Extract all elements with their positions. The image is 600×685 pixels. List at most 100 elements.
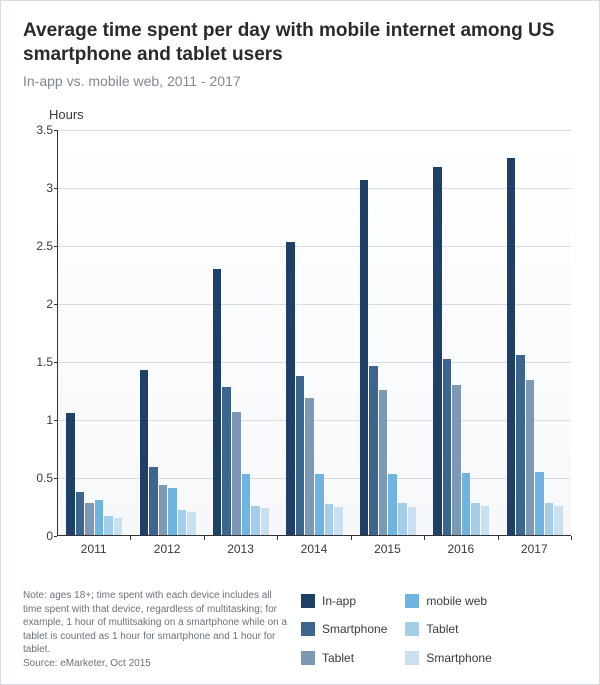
bar bbox=[187, 512, 196, 534]
x-tick-label: 2016 bbox=[447, 542, 474, 556]
legend-label: Tablet bbox=[322, 651, 354, 665]
x-tick-label: 2014 bbox=[301, 542, 328, 556]
chart-note: Note: ages 18+; time spent with each dev… bbox=[23, 589, 291, 670]
bar bbox=[222, 387, 231, 534]
chart-title: Average time spent per day with mobile i… bbox=[23, 19, 577, 67]
legend-swatch bbox=[301, 622, 315, 636]
bar bbox=[305, 398, 314, 535]
legend-label: In-app bbox=[322, 594, 356, 608]
source-text: Source: eMarketer, Oct 2015 bbox=[23, 658, 151, 669]
bar bbox=[325, 504, 334, 534]
x-tick-label: 2015 bbox=[374, 542, 401, 556]
bar bbox=[95, 500, 104, 535]
bar bbox=[242, 474, 251, 534]
legend-item: mobile web bbox=[405, 589, 491, 613]
bar bbox=[296, 376, 305, 535]
bar bbox=[149, 467, 158, 534]
gridline bbox=[58, 420, 571, 421]
bar bbox=[443, 359, 452, 534]
legend-swatch bbox=[301, 594, 315, 608]
gridline bbox=[58, 188, 571, 189]
x-tick-mark bbox=[130, 536, 131, 540]
y-tick-mark bbox=[54, 478, 57, 479]
legend-swatch bbox=[405, 594, 419, 608]
gridline bbox=[58, 246, 571, 247]
x-tick-mark bbox=[498, 536, 499, 540]
chart-subtitle: In-app vs. mobile web, 2011 - 2017 bbox=[23, 73, 577, 89]
bar bbox=[76, 492, 85, 535]
x-tick-label: 2017 bbox=[521, 542, 548, 556]
chart-area: 00.511.522.533.5201120122013201420152016… bbox=[23, 124, 575, 564]
y-tick-label: 3 bbox=[25, 181, 53, 195]
gridline bbox=[58, 362, 571, 363]
bar bbox=[66, 413, 75, 535]
legend-label: Tablet bbox=[426, 622, 458, 636]
bar bbox=[286, 242, 295, 534]
bar bbox=[545, 503, 554, 534]
bar bbox=[114, 518, 123, 534]
y-tick-label: 0.5 bbox=[25, 471, 53, 485]
bar bbox=[452, 385, 461, 535]
bar bbox=[462, 473, 471, 534]
y-tick-label: 1 bbox=[25, 413, 53, 427]
y-tick-label: 2 bbox=[25, 297, 53, 311]
bar bbox=[471, 503, 480, 534]
chart-legend: In-app mobile web Smartphone Tablet Tablet Sm… bbox=[301, 589, 492, 670]
bar bbox=[398, 503, 407, 534]
bar bbox=[554, 506, 563, 535]
x-tick-mark bbox=[424, 536, 425, 540]
bar bbox=[526, 380, 535, 534]
chart-container: Average time spent per day with mobile i… bbox=[0, 0, 600, 685]
legend-item: Tablet bbox=[405, 618, 491, 642]
legend-label: Smartphone bbox=[426, 651, 491, 665]
x-tick-label: 2011 bbox=[81, 542, 107, 556]
bar bbox=[261, 508, 270, 535]
bar bbox=[178, 510, 187, 534]
legend-swatch bbox=[301, 651, 315, 665]
legend-swatch bbox=[405, 651, 419, 665]
gridline bbox=[58, 130, 571, 131]
y-tick-mark bbox=[54, 188, 57, 189]
bar bbox=[535, 472, 544, 535]
bar bbox=[232, 412, 241, 535]
y-axis-label: Hours bbox=[49, 107, 577, 122]
chart-footer: Note: ages 18+; time spent with each dev… bbox=[23, 589, 579, 670]
bar bbox=[251, 506, 260, 535]
legend-item: Smartphone bbox=[405, 646, 491, 670]
y-tick-label: 3.5 bbox=[25, 123, 53, 137]
gridline bbox=[58, 304, 571, 305]
bar bbox=[360, 180, 369, 535]
bar bbox=[516, 355, 525, 535]
y-tick-mark bbox=[54, 536, 57, 537]
bar bbox=[85, 503, 94, 534]
legend-label: mobile web bbox=[426, 594, 487, 608]
bar bbox=[159, 485, 168, 535]
legend-item: Smartphone bbox=[301, 618, 387, 642]
y-tick-label: 0 bbox=[25, 529, 53, 543]
y-tick-mark bbox=[54, 362, 57, 363]
y-tick-mark bbox=[54, 304, 57, 305]
bar bbox=[481, 506, 490, 535]
bar bbox=[433, 167, 442, 535]
bar bbox=[379, 390, 388, 535]
plot-area bbox=[57, 130, 571, 536]
x-tick-mark bbox=[351, 536, 352, 540]
bar bbox=[315, 474, 324, 534]
legend-label: Smartphone bbox=[322, 622, 387, 636]
x-tick-label: 2012 bbox=[154, 542, 181, 556]
bar bbox=[334, 507, 343, 535]
bar bbox=[408, 507, 417, 535]
legend-swatch bbox=[405, 622, 419, 636]
x-tick-mark bbox=[204, 536, 205, 540]
y-tick-label: 1.5 bbox=[25, 355, 53, 369]
bar bbox=[140, 370, 149, 535]
x-tick-mark bbox=[571, 536, 572, 540]
bar bbox=[507, 158, 516, 535]
bar bbox=[104, 516, 113, 535]
y-tick-label: 2.5 bbox=[25, 239, 53, 253]
note-text: Note: ages 18+; time spent with each dev… bbox=[23, 590, 287, 655]
bar bbox=[388, 474, 397, 534]
y-tick-mark bbox=[54, 246, 57, 247]
legend-item: In-app bbox=[301, 589, 387, 613]
y-tick-mark bbox=[54, 130, 57, 131]
